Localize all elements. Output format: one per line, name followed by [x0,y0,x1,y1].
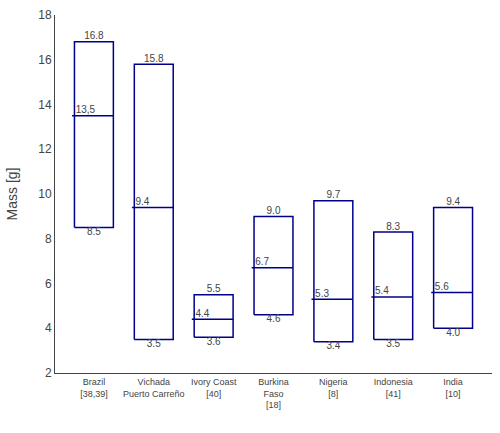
svg-text:Nigeria[8]: Nigeria[8] [319,377,348,399]
svg-text:4: 4 [45,321,52,335]
svg-text:6: 6 [45,277,52,291]
svg-text:10: 10 [38,187,52,201]
svg-text:Mass [g]: Mass [g] [4,168,20,221]
svg-text:4.0: 4.0 [446,327,460,338]
svg-text:3.5: 3.5 [386,338,400,349]
svg-text:Ivory Coast[40]: Ivory Coast[40] [191,377,237,399]
svg-text:18: 18 [38,8,52,22]
svg-text:9.4: 9.4 [446,196,460,207]
svg-text:5.4: 5.4 [375,285,389,296]
svg-text:15.8: 15.8 [144,53,164,64]
svg-text:4.6: 4.6 [267,313,281,324]
svg-text:16.8: 16.8 [84,30,104,41]
svg-text:14: 14 [38,98,52,112]
svg-text:13,5: 13,5 [76,104,96,115]
svg-text:9.7: 9.7 [326,189,340,200]
svg-text:9.4: 9.4 [136,196,150,207]
svg-text:8.5: 8.5 [87,226,101,237]
svg-text:India[10]: India[10] [443,377,463,399]
svg-text:VichadaPuerto Carreño: VichadaPuerto Carreño [123,377,185,399]
svg-text:9.0: 9.0 [267,205,281,216]
svg-text:5.3: 5.3 [315,288,329,299]
svg-text:4.4: 4.4 [195,308,209,319]
svg-text:2: 2 [45,366,52,380]
svg-text:Indonesia[41]: Indonesia[41] [374,377,413,399]
svg-text:BurkinaFaso[18]: BurkinaFaso[18] [258,377,289,410]
svg-text:Brazil[38,39]: Brazil[38,39] [80,377,108,399]
svg-text:3.4: 3.4 [326,340,340,351]
svg-text:5.6: 5.6 [435,281,449,292]
svg-text:16: 16 [38,53,52,67]
svg-text:8: 8 [45,232,52,246]
svg-text:12: 12 [38,142,52,156]
svg-text:5.5: 5.5 [207,283,221,294]
svg-text:8.3: 8.3 [386,221,400,232]
svg-text:3.5: 3.5 [147,338,161,349]
svg-text:6.7: 6.7 [255,256,269,267]
svg-text:3.6: 3.6 [207,336,221,347]
